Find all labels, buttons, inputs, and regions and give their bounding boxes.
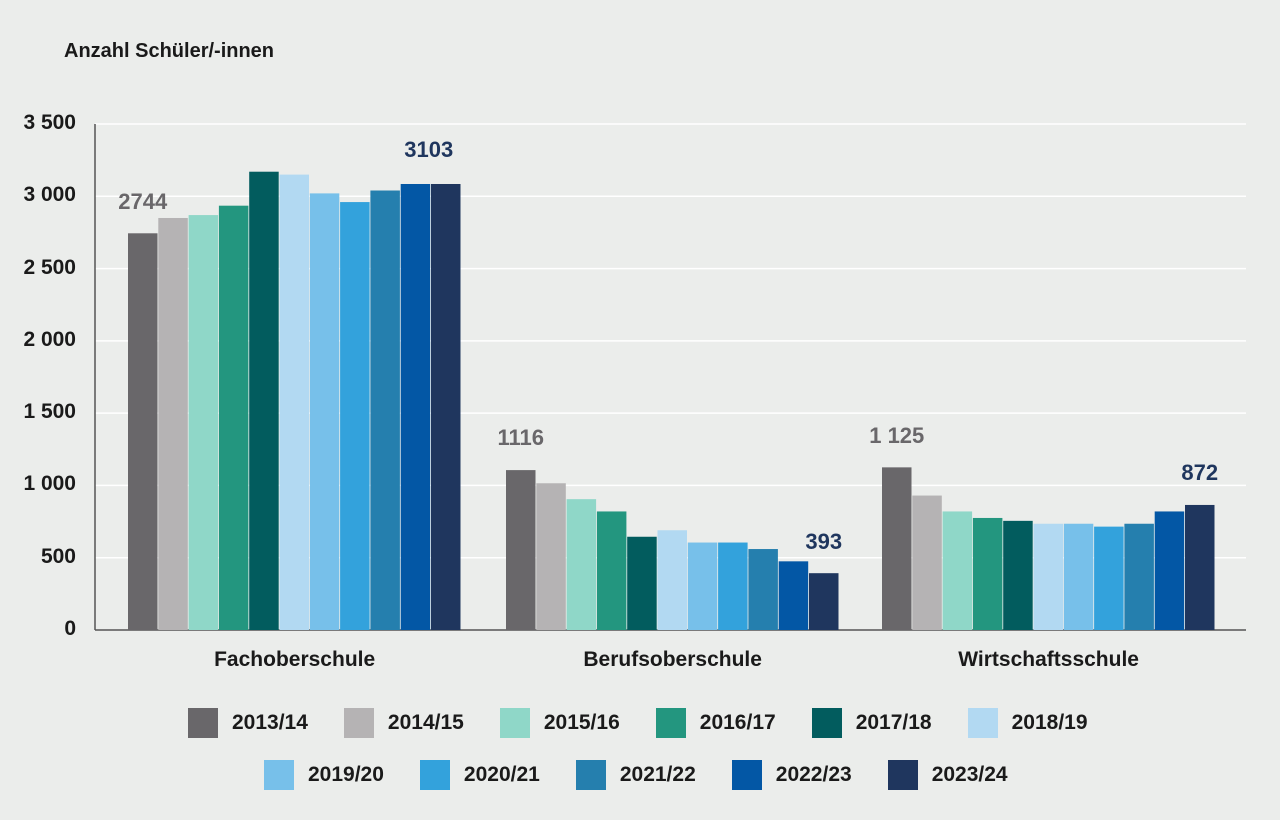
legend-label: 2018/19: [1011, 711, 1088, 734]
legend-swatch: [419, 760, 450, 790]
bar-2015-16-wirtschaftsschule: [942, 511, 973, 630]
data-label: 2744: [118, 189, 168, 215]
x-tick-label: Wirtschaftsschule: [958, 648, 1139, 671]
legend-label: 2021/22: [619, 763, 696, 786]
legend-item: 2021/22: [575, 760, 732, 790]
bar-2017-18-berufsoberschule: [627, 536, 657, 630]
legend-item: 2013/14: [188, 708, 344, 738]
legend-swatch: [575, 760, 606, 790]
bar-2019-20-fachoberschule: [309, 193, 340, 630]
legend-item: 2020/21: [419, 760, 576, 790]
legend-item: 2019/20: [264, 760, 420, 790]
legend-label: 2015/16: [543, 711, 620, 734]
y-tick-label: 2 000: [23, 327, 76, 351]
legend-item: 2017/18: [811, 708, 968, 738]
bar-2016-17-wirtschaftsschule: [972, 517, 1003, 630]
data-label: 3103: [404, 137, 454, 163]
bar-2014-15-wirtschaftsschule: [912, 495, 942, 630]
legend-label: 2017/18: [855, 711, 932, 734]
legend-item: 2016/17: [655, 708, 812, 738]
bar-2022-23-berufsoberschule: [778, 561, 809, 630]
y-tick-label: 3 500: [23, 111, 76, 134]
bar-2023-24-fachoberschule: [431, 183, 461, 631]
bar-2013-14-berufsoberschule: [506, 470, 536, 630]
bar-2023-24-wirtschaftsschule: [1185, 504, 1215, 630]
legend-swatch: [731, 760, 762, 790]
data-label: 393: [805, 529, 843, 555]
data-label: 1 125: [869, 423, 925, 449]
bar-2022-23-fachoberschule: [400, 183, 431, 631]
bar-2015-16-fachoberschule: [188, 215, 219, 630]
bar-2015-16-berufsoberschule: [566, 499, 597, 630]
y-tick-label: 0: [64, 617, 76, 640]
bar-2020-21-fachoberschule: [340, 202, 370, 630]
bar-2017-18-wirtschaftsschule: [1003, 520, 1033, 630]
y-tick-label: 3 000: [23, 183, 76, 207]
legend-row-2: 2019/20 2020/21 2021/22 2022/23 2023/24: [264, 760, 1044, 790]
bar-2014-15-fachoberschule: [158, 217, 188, 630]
legend-swatch: [887, 760, 918, 790]
legend-swatch: [811, 708, 842, 738]
y-tick-label: 500: [40, 544, 76, 568]
legend-row-1: 2013/14 2014/15 2015/16 2016/17 2017/18 2018/…: [188, 708, 1124, 738]
legend-swatch: [967, 708, 998, 738]
legend-swatch: [264, 760, 294, 790]
legend-item: 2018/19: [967, 708, 1124, 738]
legend-swatch: [499, 708, 530, 738]
legend-swatch: [343, 708, 374, 738]
bar-2013-14-wirtschaftsschule: [882, 467, 912, 630]
x-tick-label: Fachoberschule: [214, 648, 376, 671]
x-tick-label: Berufsoberschule: [583, 648, 762, 671]
bar-2017-18-fachoberschule: [249, 171, 279, 631]
legend-label: 2016/17: [699, 711, 776, 734]
legend-label: 2020/21: [463, 763, 540, 786]
y-tick-label: 1 500: [23, 400, 76, 424]
bar-2014-15-berufsoberschule: [536, 483, 566, 630]
bar-2018-19-fachoberschule: [279, 174, 309, 630]
legend-label: 2014/15: [387, 711, 464, 734]
y-tick-label: 1 000: [23, 472, 76, 496]
data-label: 1116: [497, 424, 544, 450]
legend-swatch: [655, 708, 686, 738]
bar-2021-22-berufsoberschule: [748, 549, 778, 630]
bar-2019-20-wirtschaftsschule: [1063, 523, 1094, 630]
bar-2018-19-wirtschaftsschule: [1033, 523, 1063, 630]
bar-2021-22-fachoberschule: [370, 190, 400, 630]
bar-2020-21-berufsoberschule: [718, 542, 748, 630]
bar-2021-22-wirtschaftsschule: [1124, 523, 1154, 630]
legend-label: 2022/23: [775, 763, 852, 786]
legend-item: 2015/16: [499, 708, 656, 738]
bar-2019-20-berufsoberschule: [687, 542, 718, 630]
legend-label: 2013/14: [232, 711, 308, 734]
legend-item: 2023/24: [887, 760, 1044, 790]
legend-label: 2019/20: [308, 763, 384, 786]
bar-2018-19-berufsoberschule: [657, 530, 687, 630]
legend-item: 2014/15: [343, 708, 500, 738]
bar-2020-21-wirtschaftsschule: [1094, 526, 1124, 630]
legend-label: 2023/24: [931, 763, 1008, 786]
data-label: 872: [1181, 459, 1219, 485]
bar-2013-14-fachoberschule: [128, 233, 158, 630]
legend-item: 2022/23: [731, 760, 888, 790]
legend-swatch: [188, 708, 218, 738]
bar-2022-23-wirtschaftsschule: [1154, 511, 1185, 630]
bar-2016-17-berufsoberschule: [596, 511, 627, 630]
bar-2016-17-fachoberschule: [218, 205, 249, 630]
y-tick-label: 2 500: [23, 255, 76, 279]
bar-2023-24-berufsoberschule: [809, 573, 839, 630]
y-axis-title: Anzahl Schüler/-innen: [64, 40, 275, 62]
